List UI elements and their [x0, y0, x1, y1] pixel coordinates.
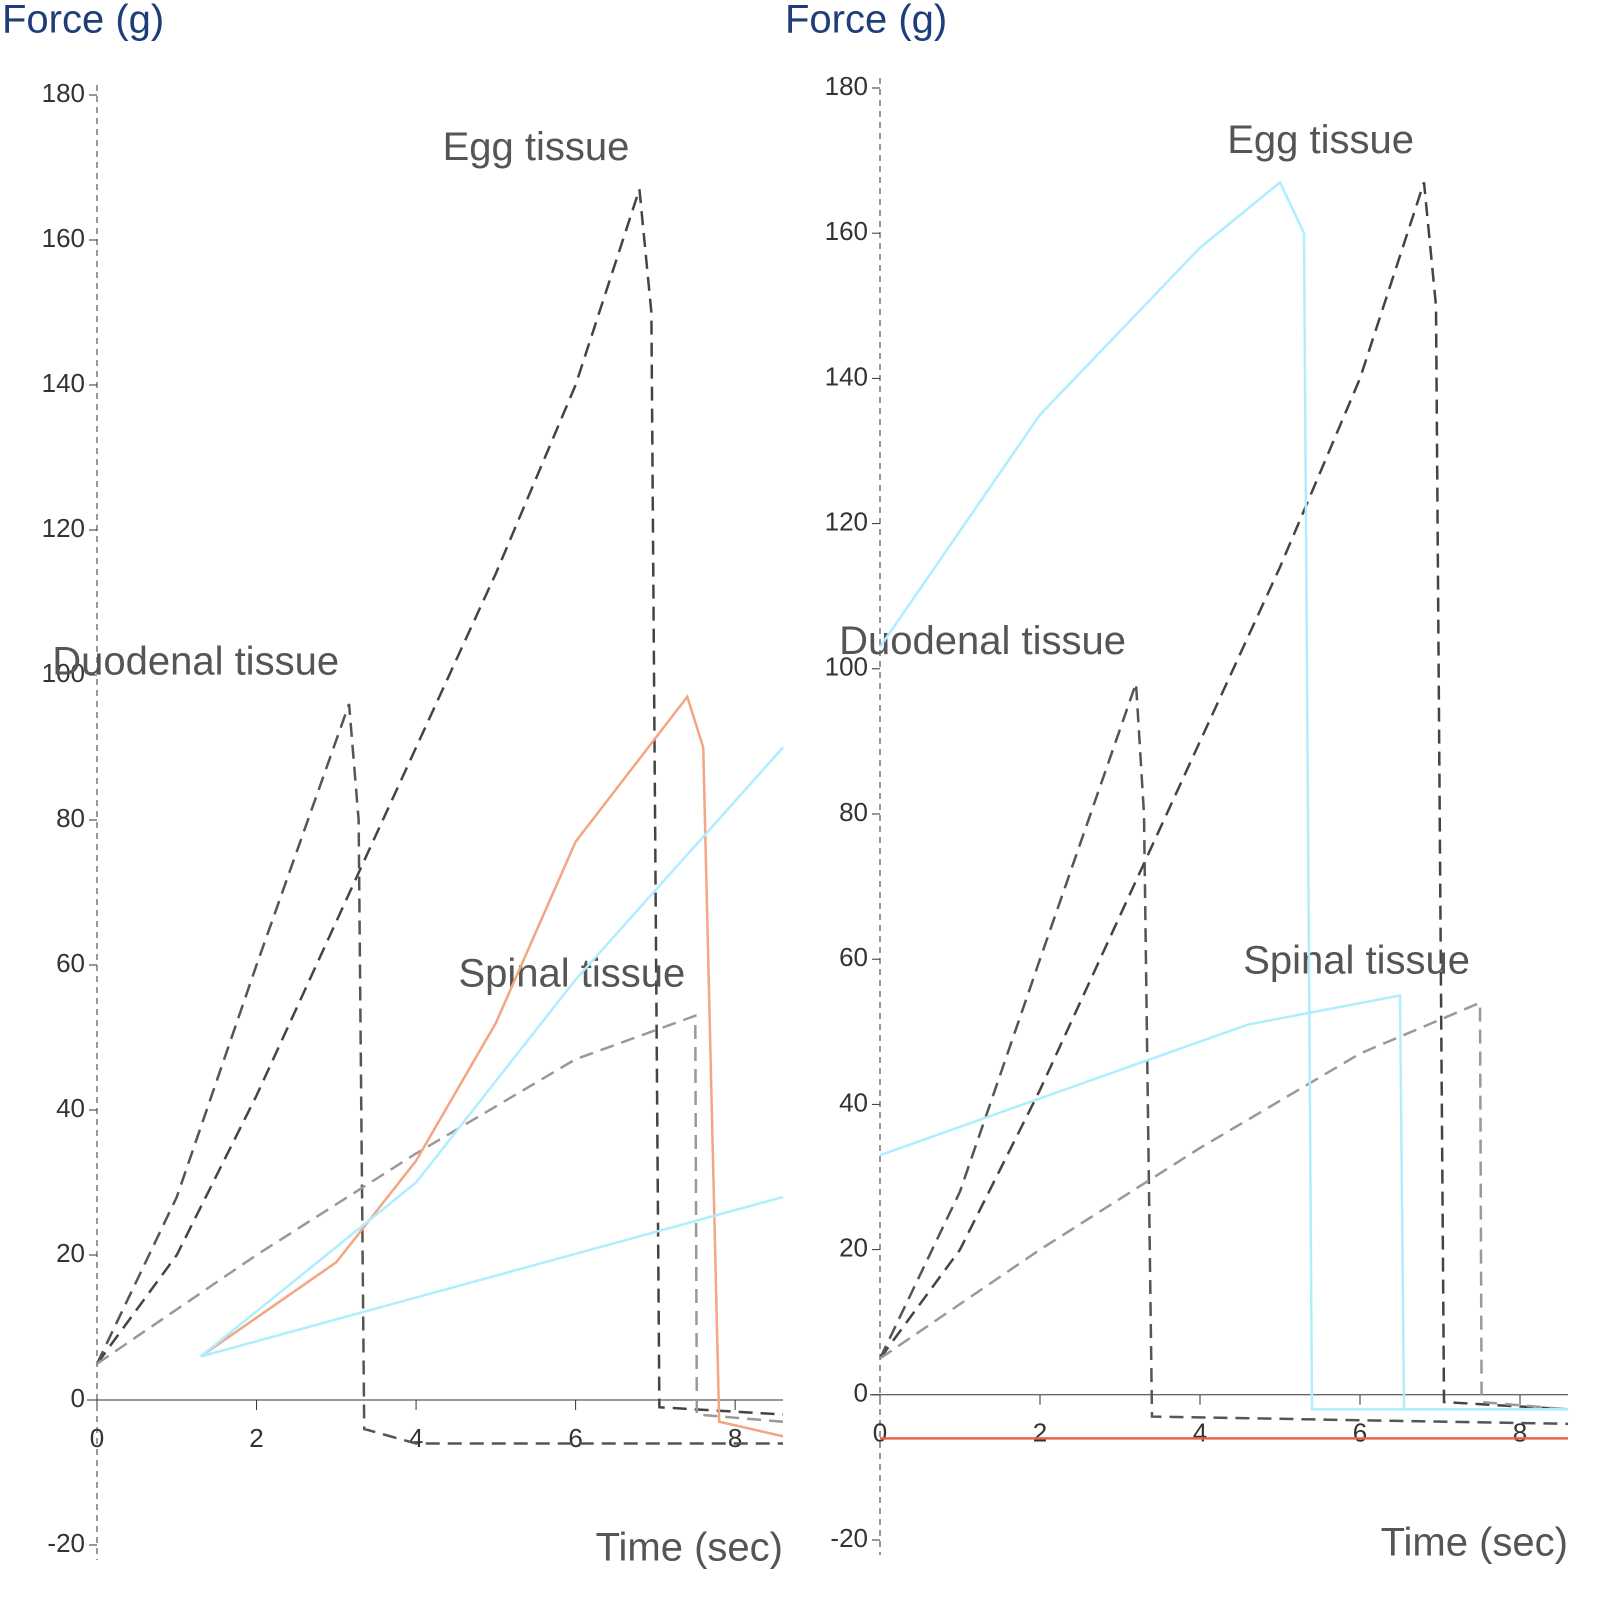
y-axis-title: Force (g) [785, 0, 947, 42]
series-label: Egg tissue [1227, 118, 1414, 162]
y-tick-label: 180 [825, 71, 868, 101]
series-line [878, 180, 1568, 1411]
series-line [878, 682, 1569, 1426]
y-tick-label: 120 [825, 506, 868, 536]
series-line [95, 188, 784, 1416]
x-tick-label: 0 [873, 1418, 887, 1448]
series-line [199, 694, 784, 1438]
series-label: Egg tissue [443, 125, 630, 169]
y-tick-label: 40 [839, 1087, 868, 1117]
x-tick-label: 8 [1513, 1418, 1527, 1448]
y-tick-label: 80 [56, 803, 85, 833]
y-tick-label: 80 [839, 797, 868, 827]
y-tick-label: 0 [71, 1383, 85, 1413]
x-axis-title: Time (sec) [1381, 1521, 1568, 1565]
x-tick-label: 6 [568, 1423, 582, 1453]
y-tick-label: 160 [42, 223, 85, 253]
y-tick-label: 100 [42, 658, 85, 688]
series-label: Duodenal tissue [839, 619, 1126, 663]
series-line [96, 1013, 784, 1423]
series-line [879, 993, 1568, 1411]
y-axis-title: Force (g) [2, 0, 164, 42]
y-tick-label: 100 [825, 652, 868, 682]
series-line [95, 703, 783, 1445]
series-line [199, 746, 784, 1358]
y-tick-label: 60 [56, 948, 85, 978]
y-tick-label: 20 [839, 1232, 868, 1262]
y-tick-label: 140 [825, 361, 868, 391]
y-tick-label: -20 [830, 1523, 868, 1553]
x-tick-label: 2 [249, 1423, 263, 1453]
x-tick-label: 4 [409, 1423, 423, 1453]
series-label: Spinal tissue [458, 951, 685, 995]
y-tick-label: 140 [42, 368, 85, 398]
y-tick-label: 180 [42, 78, 85, 108]
y-tick-label: -20 [47, 1528, 85, 1558]
series-line [878, 181, 1569, 1411]
x-tick-label: 8 [728, 1423, 742, 1453]
series-line [200, 1195, 784, 1358]
x-tick-label: 4 [1193, 1418, 1207, 1448]
y-tick-label: 120 [42, 513, 85, 543]
x-axis-title: Time (sec) [596, 1526, 783, 1570]
x-tick-label: 2 [1033, 1418, 1047, 1448]
y-tick-label: 60 [839, 942, 868, 972]
series-label: Duodenal tissue [52, 640, 339, 684]
y-tick-label: 0 [854, 1378, 868, 1408]
y-tick-label: 160 [825, 216, 868, 246]
y-tick-label: 40 [56, 1093, 85, 1123]
series-label: Spinal tissue [1243, 938, 1470, 982]
x-tick-label: 0 [90, 1423, 104, 1453]
y-tick-label: 20 [56, 1238, 85, 1268]
x-tick-label: 6 [1353, 1418, 1367, 1448]
